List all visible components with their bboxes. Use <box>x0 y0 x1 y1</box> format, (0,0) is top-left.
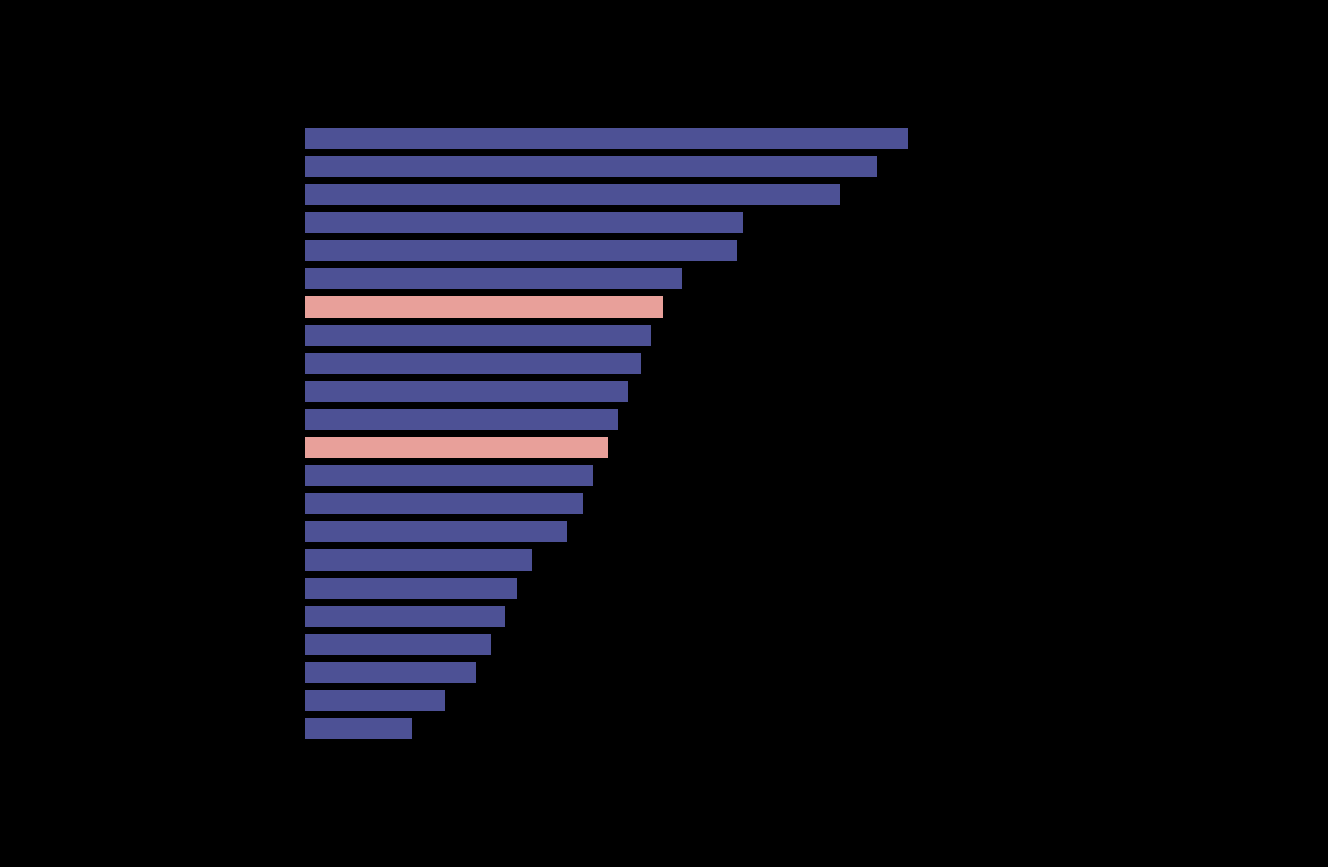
Bar <box>305 690 445 711</box>
Bar <box>305 662 477 683</box>
Bar <box>305 212 744 233</box>
Bar <box>305 156 876 177</box>
Bar <box>305 297 663 317</box>
Bar <box>305 493 583 514</box>
Bar <box>305 353 640 374</box>
Bar <box>305 437 608 458</box>
Bar <box>305 409 618 430</box>
Bar <box>305 381 628 402</box>
Bar <box>305 465 594 486</box>
Bar <box>305 324 651 346</box>
Bar <box>305 268 681 290</box>
Bar <box>305 550 531 570</box>
Bar <box>305 606 505 627</box>
Bar <box>305 240 737 261</box>
Bar <box>305 577 517 599</box>
Bar <box>305 521 567 543</box>
Bar <box>305 184 841 205</box>
Bar <box>305 127 908 149</box>
Bar <box>305 718 413 740</box>
Bar <box>305 634 490 655</box>
